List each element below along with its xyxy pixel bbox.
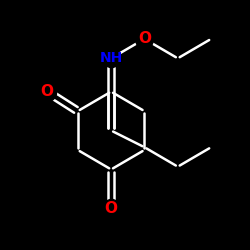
Text: NH: NH (100, 51, 123, 65)
Text: O: O (41, 84, 54, 99)
Text: O: O (138, 32, 151, 46)
Text: O: O (104, 201, 118, 216)
